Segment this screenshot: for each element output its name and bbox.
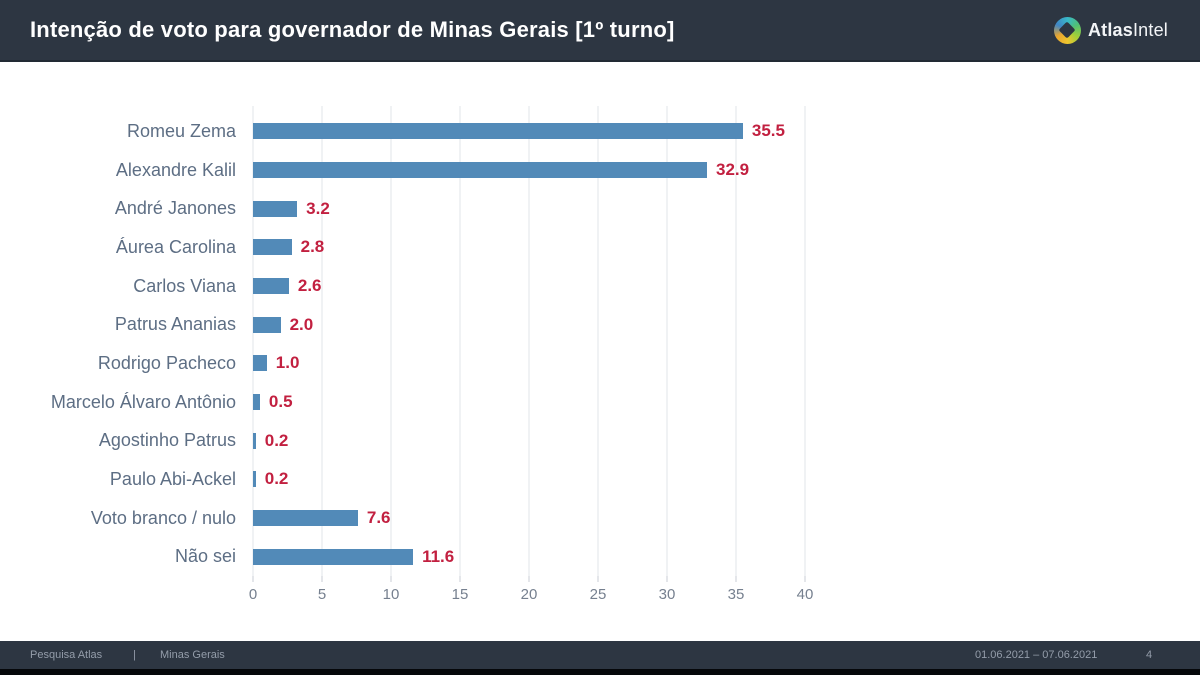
category-label: Paulo Abi-Ackel — [109, 468, 236, 489]
category-label: Rodrigo Pacheco — [97, 352, 236, 373]
logo-text-intel: Intel — [1132, 19, 1168, 40]
bar — [253, 548, 414, 565]
chart-row: Voto branco / nulo 7.6 — [91, 499, 805, 538]
x-tick-label: 35 — [727, 586, 745, 603]
tick-mark — [390, 576, 392, 582]
chart-row: André Janones 3.2 — [115, 189, 805, 228]
chart-row: Paulo Abi-Ackel 0.2 — [110, 460, 805, 499]
x-tick-label: 15 — [451, 586, 469, 603]
bar — [253, 278, 289, 295]
value-label: 0.2 — [264, 469, 289, 489]
tick-mark — [528, 576, 530, 582]
value-label: 35.5 — [751, 121, 785, 141]
gridline — [597, 106, 599, 576]
x-tick-label: 0 — [248, 586, 258, 603]
bar — [253, 316, 281, 333]
bar — [253, 200, 298, 217]
category-label: Carlos Viana — [133, 275, 236, 296]
category-label: Romeu Zema — [126, 120, 236, 141]
value-label: 2.8 — [300, 237, 325, 257]
bar — [253, 432, 256, 449]
footer-region: Minas Gerais — [160, 649, 225, 661]
chart-row: Carlos Viana 2.6 — [133, 267, 805, 306]
value-label: 11.6 — [422, 546, 455, 566]
tick-mark — [459, 576, 461, 582]
value-label: 7.6 — [366, 508, 391, 528]
category-label: André Janones — [114, 198, 236, 219]
chart-row: Áurea Carolina 2.8 — [116, 228, 805, 267]
category-label: Voto branco / nulo — [90, 507, 236, 528]
atlasintel-logo-icon — [1053, 16, 1081, 44]
value-label: 0.2 — [264, 430, 289, 450]
page-number: 4 — [1146, 649, 1153, 661]
gridline — [252, 106, 254, 576]
x-tick-label: 10 — [382, 586, 400, 603]
chart-row: Rodrigo Pacheco 1.0 — [98, 344, 805, 383]
gridline — [321, 106, 323, 576]
value-label: 32.9 — [716, 160, 750, 179]
gridline — [666, 106, 668, 576]
x-tick-label: 5 — [317, 586, 327, 603]
bar — [253, 510, 358, 527]
x-tick-label: 20 — [520, 586, 538, 603]
chart-row: Patrus Ananias 2.0 — [115, 305, 805, 344]
value-label: 3.2 — [306, 198, 330, 218]
chart-row: Marcelo Álvaro Antônio 0.5 — [51, 383, 805, 422]
chart-row: Agostinho Patrus 0.2 — [99, 421, 805, 460]
category-label: Não sei — [174, 546, 236, 567]
bar — [253, 239, 292, 256]
gridline — [528, 106, 530, 576]
value-label: 0.5 — [268, 392, 293, 412]
x-tick-label: 25 — [589, 586, 607, 603]
atlasintel-logo: AtlasIntel — [1053, 16, 1168, 44]
category-label: Patrus Ananias — [114, 314, 236, 335]
header: Intenção de voto para governador de Mina… — [0, 0, 1200, 62]
diamond-icon — [1058, 21, 1076, 39]
atlasintel-logo-text: AtlasIntel — [1088, 20, 1168, 41]
footer: Pesquisa Atlas | Minas Gerais 01.06.2021… — [0, 641, 1200, 669]
x-tick-label: 30 — [658, 586, 676, 603]
category-label: Alexandre Kalil — [115, 159, 236, 180]
chart-row: Alexandre Kalil 32.9 — [116, 151, 805, 190]
logo-text-atlas: Atlas — [1087, 19, 1133, 40]
bottom-strip — [0, 669, 1200, 675]
category-label: Agostinho Patrus — [98, 430, 236, 451]
bar — [253, 394, 260, 411]
bar — [253, 355, 267, 372]
footer-separator: | — [133, 649, 136, 661]
footer-date-range: 01.06.2021 – 07.06.2021 — [975, 649, 1098, 661]
value-label: 2.6 — [297, 276, 322, 296]
chart-row: Romeu Zema 35.5 — [127, 112, 805, 151]
value-label: 2.0 — [289, 314, 314, 334]
gridline — [390, 106, 392, 576]
category-label: Marcelo Álvaro Antônio — [50, 391, 236, 412]
tick-mark — [597, 576, 599, 582]
bars: Romeu Zema 35.5 Alexandre Kalil 32.9 André J… — [51, 112, 805, 576]
bar — [253, 471, 256, 488]
value-label: 1.0 — [275, 353, 300, 373]
x-tick-label: 40 — [796, 586, 814, 603]
gridline — [735, 106, 737, 576]
tick-mark — [735, 576, 737, 582]
plot-area: Romeu Zema 35.5 Alexandre Kalil 32.9 André J… — [51, 106, 813, 603]
category-label: Áurea Carolina — [115, 236, 236, 257]
chart-row: Não sei 11.6 — [175, 537, 805, 576]
footer-source: Pesquisa Atlas — [30, 649, 103, 661]
tick-mark — [321, 576, 323, 582]
bar — [253, 162, 708, 178]
page-title: Intenção de voto para governador de Mina… — [30, 17, 675, 42]
tick-mark — [666, 576, 668, 582]
tick-mark — [804, 576, 806, 582]
bar — [253, 123, 743, 140]
gridline — [459, 106, 461, 576]
tick-mark — [252, 576, 254, 582]
gridline — [804, 106, 806, 576]
